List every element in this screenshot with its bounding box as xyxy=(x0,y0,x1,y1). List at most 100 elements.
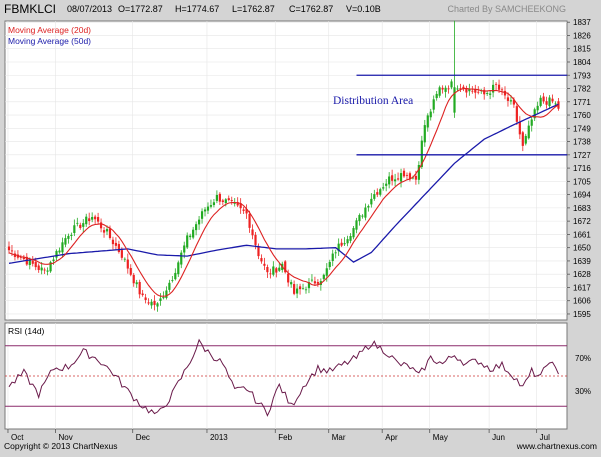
candle-body xyxy=(453,87,456,113)
candle-body xyxy=(227,198,230,201)
candle-body xyxy=(548,97,551,107)
candle-body xyxy=(206,206,210,211)
candle-body xyxy=(79,224,82,228)
candle-body xyxy=(486,93,489,94)
candle-body xyxy=(307,282,311,289)
candle-body xyxy=(382,187,385,189)
candle-body xyxy=(114,242,118,246)
candle-body xyxy=(447,88,450,90)
candle-body xyxy=(521,132,524,146)
candle-body xyxy=(266,266,269,273)
candle-body xyxy=(349,236,352,241)
high-label: H=1774.67 xyxy=(175,4,219,14)
candle-body xyxy=(396,178,400,180)
candle-body xyxy=(70,234,73,236)
candle-body xyxy=(272,266,275,275)
candle-body xyxy=(31,260,34,264)
candle-body xyxy=(376,192,379,195)
candle-body xyxy=(153,300,156,305)
distribution-area-label: Distribution Area xyxy=(333,95,413,107)
price-tick-label: 1628 xyxy=(573,270,591,279)
candle-body xyxy=(156,303,159,307)
candle-body xyxy=(429,111,432,118)
candle-body xyxy=(322,274,325,279)
date-tick-label: Nov xyxy=(58,433,72,442)
candle-body xyxy=(423,125,426,143)
candle-body xyxy=(99,222,103,229)
candle-body xyxy=(328,261,331,268)
candle-body xyxy=(88,218,91,222)
candle-body xyxy=(49,262,52,272)
candle-body xyxy=(331,253,334,261)
candle-body xyxy=(518,121,521,135)
candle-body xyxy=(97,217,100,222)
date-tick-label: Dec xyxy=(136,433,150,442)
candle-body xyxy=(67,235,70,239)
candle-body xyxy=(248,213,251,228)
open-label: O=1772.87 xyxy=(118,4,163,14)
date-tick-label: Jun xyxy=(492,433,505,442)
candle-body xyxy=(239,203,242,209)
candle-body xyxy=(200,211,204,219)
candle-body xyxy=(462,86,465,89)
price-tick-label: 1782 xyxy=(573,85,591,94)
candle-body xyxy=(159,298,162,301)
candle-body xyxy=(230,200,233,201)
candle-body xyxy=(343,243,346,245)
candle-body xyxy=(352,228,355,238)
candle-body xyxy=(554,103,557,105)
candle-body xyxy=(506,97,510,101)
candle-body xyxy=(551,98,554,102)
candle-body xyxy=(174,272,177,280)
distribution-lines xyxy=(356,74,568,156)
candle-body xyxy=(450,81,453,88)
candle-body xyxy=(459,88,462,89)
candle-body xyxy=(301,288,305,290)
price-tick-label: 1595 xyxy=(573,310,591,319)
candle-body xyxy=(533,109,536,119)
candle-body xyxy=(111,239,115,245)
price-tick-label: 1705 xyxy=(573,177,591,186)
candle-body xyxy=(474,89,477,93)
price-tick-label: 1650 xyxy=(573,244,591,253)
candle-body xyxy=(58,250,61,253)
candle-body xyxy=(394,179,397,182)
candle-body xyxy=(102,230,106,233)
candle-body xyxy=(284,261,287,273)
candle-body xyxy=(358,215,361,222)
candle-body xyxy=(483,89,486,95)
candle-body xyxy=(10,250,14,252)
price-tick-label: 1606 xyxy=(573,297,591,306)
candle-body xyxy=(91,216,94,220)
candle-body xyxy=(52,259,55,261)
candle-body xyxy=(503,90,507,96)
candle-body xyxy=(492,84,495,93)
price-tick-label: 1815 xyxy=(573,45,591,54)
candle-body xyxy=(411,177,415,179)
candle-body xyxy=(293,284,296,294)
candle-body xyxy=(61,242,64,253)
candle-body xyxy=(55,251,58,258)
candle-body xyxy=(346,239,349,244)
candle-body xyxy=(408,173,412,180)
candle-body xyxy=(373,194,376,199)
candle-body xyxy=(85,216,88,225)
candle-body xyxy=(138,281,141,295)
candle-body xyxy=(426,115,429,128)
candle-body xyxy=(108,228,112,238)
candle-body xyxy=(46,270,49,272)
candle-body xyxy=(254,234,257,245)
candle-body xyxy=(337,243,340,252)
low-label: L=1762.87 xyxy=(232,4,275,14)
symbol-label: FBMKLCI xyxy=(4,2,56,16)
candle-body xyxy=(304,289,308,291)
grid-lines xyxy=(5,21,567,429)
candle-body xyxy=(34,261,37,268)
price-panel xyxy=(4,20,568,321)
date-tick-label: May xyxy=(433,433,448,442)
candle-body xyxy=(141,293,144,296)
candle-body xyxy=(82,223,85,227)
price-tick-label: 1738 xyxy=(573,138,591,147)
